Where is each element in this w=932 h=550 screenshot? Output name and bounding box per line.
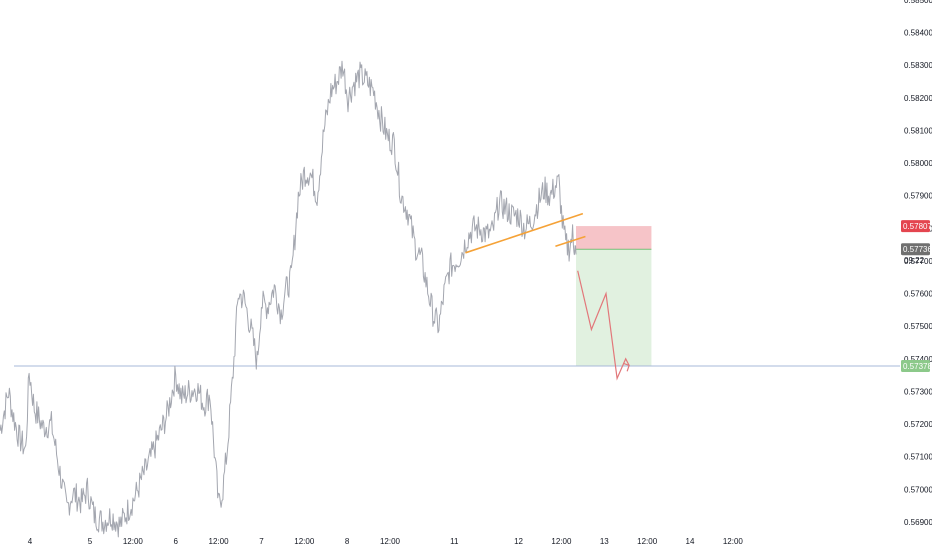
y-tick-label: 0.57600 (904, 290, 932, 299)
x-tick-label: 12:00 (294, 537, 315, 546)
y-tick-label: 0.58100 (904, 126, 932, 135)
stop-price-tag-label: 0.57807 (903, 222, 932, 231)
stop-loss-zone (576, 226, 652, 250)
x-tick-label: 5 (88, 537, 93, 546)
x-tick-label: 12 (514, 537, 523, 546)
x-tick-label: 7 (259, 537, 264, 546)
projection-line[interactable] (577, 270, 630, 381)
stop-price-tag-bg (901, 220, 930, 233)
x-axis[interactable]: 4 5 12:00 6 12:00 7 12:00 8 12:00 11 12 12:00 13 12:0… (28, 537, 744, 546)
projection-arrowhead (622, 362, 630, 372)
x-tick-label: 8 (345, 537, 350, 546)
y-tick-label: 0.57200 (904, 420, 932, 429)
trendlines[interactable] (465, 212, 586, 254)
y-tick-label: 0.58300 (904, 61, 932, 70)
x-tick-label: 6 (173, 537, 178, 546)
take-profit-zone (576, 249, 652, 367)
entry-line (576, 248, 652, 250)
price-series (0, 60, 577, 538)
price-line (0, 60, 577, 538)
projection-path[interactable] (577, 270, 630, 381)
trendline-1[interactable] (465, 212, 584, 254)
x-tick-label: 12:00 (123, 537, 144, 546)
y-tick-label: 0.57900 (904, 192, 932, 201)
x-tick-label: 11 (450, 537, 459, 546)
target-price-tag-bg (901, 360, 930, 373)
y-tick-label: 0.57700 (904, 257, 932, 266)
y-tick-label: 0.57300 (904, 387, 932, 396)
price-tags: 0.57807 0.57736 09:22 0.57378 (901, 220, 932, 373)
y-tick-label: 0.58400 (904, 29, 932, 38)
target-price-tag-label: 0.57378 (903, 362, 932, 371)
y-tick-label: 0.58500 (904, 0, 932, 5)
x-tick-label: 12:00 (723, 537, 744, 546)
last-price-tag-label: 0.57736 (903, 245, 932, 254)
x-tick-label: 12:00 (551, 537, 572, 546)
y-tick-label: 0.57000 (904, 485, 932, 494)
position-zones (576, 226, 652, 367)
x-tick-label: 12:00 (209, 537, 230, 546)
x-tick-label: 12:00 (380, 537, 401, 546)
y-tick-label: 0.57400 (904, 355, 932, 364)
y-axis[interactable]: 0.58500 0.58400 0.58300 0.58200 0.58100 0.580… (904, 0, 932, 527)
last-price-tag-bg (901, 243, 930, 256)
x-tick-label: 13 (600, 537, 609, 546)
trendline-2[interactable] (555, 235, 586, 248)
x-tick-label: 4 (28, 537, 33, 546)
x-tick-label: 12:00 (637, 537, 658, 546)
y-tick-label: 0.58000 (904, 159, 932, 168)
y-tick-label: 0.58200 (904, 94, 932, 103)
x-tick-label: 14 (686, 537, 695, 546)
countdown-label: 09:22 (904, 256, 925, 265)
y-tick-label: 0.57500 (904, 322, 932, 331)
y-tick-label: 0.57100 (904, 453, 932, 462)
y-tick-label: 0.56900 (904, 518, 932, 527)
